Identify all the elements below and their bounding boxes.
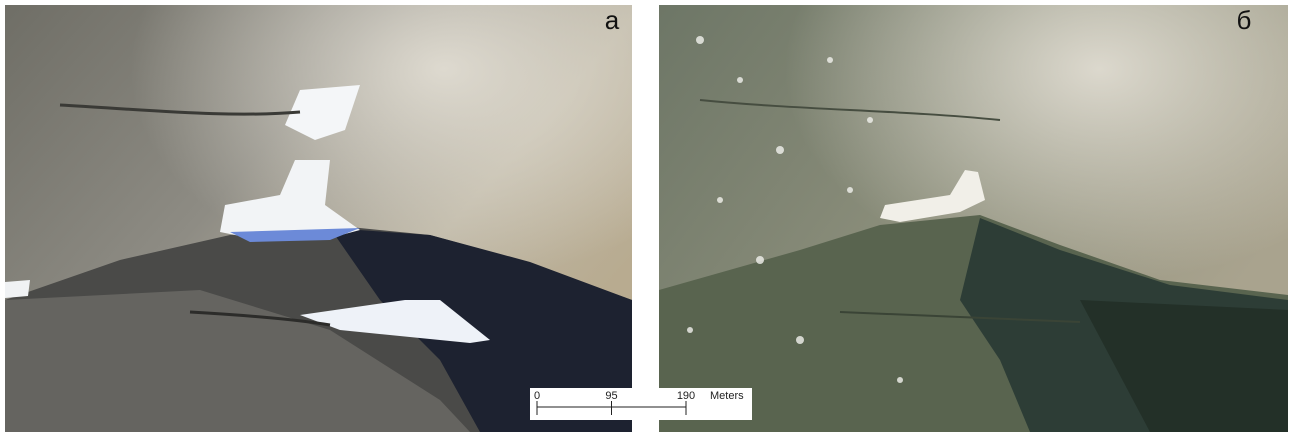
panel-label: б xyxy=(1237,5,1252,35)
scale-bar: 0 95 190 Meters xyxy=(530,388,752,420)
page: а б 095190Meters (() => { const data = J… xyxy=(0,0,1290,436)
scale-unit: Meters xyxy=(710,390,744,402)
satellite-image-a xyxy=(5,5,632,432)
panel-label: а xyxy=(605,5,620,35)
figure: а б 0 95 190 Meters xyxy=(0,0,1290,436)
scale-tick-label: 190 xyxy=(677,390,695,402)
scale-tick-label: 95 xyxy=(605,390,617,402)
scale-tick-label: 0 xyxy=(534,390,540,402)
satellite-image-b xyxy=(659,5,1288,432)
